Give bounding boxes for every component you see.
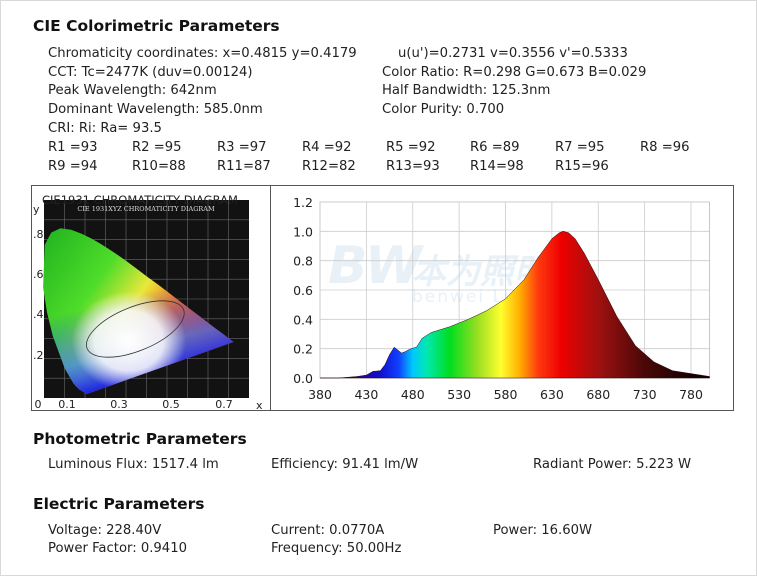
cie-x-tick-label: 0.3 (110, 398, 128, 411)
spectrum-x-tick-label: 580 (494, 387, 518, 402)
cie-planckian-ellipse (86, 300, 185, 358)
cri-r-value: R4 =92 (302, 140, 352, 155)
spectrum-x-tick-label: 730 (633, 387, 657, 402)
uv-coordinates: u(u')=0.2731 v=0.3556 v'=0.5333 (398, 46, 628, 61)
cct: CCT: Tc=2477K (duv=0.00124) (48, 65, 253, 80)
cie-title: CIE1931 CHROMATICITY DIAGRAM (42, 193, 238, 207)
current: Current: 0.0770A (271, 523, 385, 538)
watermark-logo: BW (328, 236, 423, 296)
chart-divider (270, 185, 271, 411)
cri-r-value: R14=98 (470, 159, 524, 174)
cri-r-value: R8 =96 (640, 140, 690, 155)
spectrum-curve (320, 231, 710, 379)
spectrum-x-tick-label: 430 (354, 387, 378, 402)
voltage: Voltage: 228.40V (48, 523, 162, 538)
half-bandwidth: Half Bandwidth: 125.3nm (382, 83, 551, 98)
power: Power: 16.60W (493, 523, 593, 538)
cri-r-value: R3 =97 (217, 140, 267, 155)
chart-box (31, 185, 734, 411)
cie-y-label: y (33, 203, 40, 216)
cri-ra: CRI: Ri: Ra= 93.5 (48, 121, 162, 136)
radiant-power: Radiant Power: 5.223 W (533, 457, 692, 472)
cri-r-value: R11=87 (217, 159, 271, 174)
spectrum-y-tick-label: 1.2 (293, 195, 313, 210)
cie-x-tick-label: 0.7 (215, 398, 233, 411)
power-factor: Power Factor: 0.9410 (48, 541, 187, 556)
cri-r-value: R7 =95 (555, 140, 605, 155)
peak-wavelength: Peak Wavelength: 642nm (48, 83, 217, 98)
cie-y-tick-label: .8 (33, 228, 44, 241)
color-purity: Color Purity: 0.700 (382, 102, 505, 117)
cri-r-value: R12=82 (302, 159, 356, 174)
cie-x-tick-label: 0.5 (162, 398, 180, 411)
spectrum-x-tick-label: 530 (447, 387, 471, 402)
cri-r-value: R15=96 (555, 159, 609, 174)
dominant-wavelength: Dominant Wavelength: 585.0nm (48, 102, 263, 117)
cie-y-tick-label: .6 (33, 268, 44, 281)
spectrum-x-tick-label: 630 (540, 387, 564, 402)
cri-r-value: R6 =89 (470, 140, 520, 155)
cie-inner-title: CIE 1931XYZ CHROMATICITY DIAGRAM (77, 205, 215, 213)
spectrum-x-tick-label: 680 (586, 387, 610, 402)
cri-r-value: R9 =94 (48, 159, 98, 174)
spectrum-y-tick-label: 1.0 (293, 224, 313, 239)
cie-y-tick-label: .2 (33, 349, 44, 362)
spectrum-x-tick-label: 380 (308, 387, 332, 402)
cri-r-value: R13=93 (386, 159, 440, 174)
spectrum-x-tick-label: 480 (401, 387, 425, 402)
cie-x-tick-label: 0 (35, 398, 42, 411)
cie-white-region (43, 228, 234, 394)
photometric-section-title: Photometric Parameters (33, 430, 247, 448)
cri-r-value: R1 =93 (48, 140, 98, 155)
efficiency: Efficiency: 91.41 lm/W (271, 457, 419, 472)
cri-r-value: R10=88 (132, 159, 186, 174)
color-ratio: Color Ratio: R=0.298 G=0.673 B=0.029 (382, 65, 647, 80)
spectrum-y-tick-label: 0.0 (293, 371, 313, 386)
spectrum-y-tick-label: 0.8 (293, 254, 313, 269)
frequency: Frequency: 50.00Hz (271, 541, 402, 556)
cie-y-tick-label: .4 (33, 308, 44, 321)
cie-section-title: CIE Colorimetric Parameters (33, 17, 280, 35)
cri-r-value: R2 =95 (132, 140, 182, 155)
spectrum-y-tick-label: 0.4 (293, 312, 313, 327)
cie-x-label: x (256, 399, 263, 412)
electric-section-title: Electric Parameters (33, 495, 205, 513)
luminous-flux: Luminous Flux: 1517.4 lm (48, 457, 219, 472)
chromaticity-coordinates: Chromaticity coordinates: x=0.4815 y=0.4… (48, 46, 357, 61)
cie-x-tick-label: 0.1 (58, 398, 76, 411)
spectrum-y-tick-label: 0.6 (293, 283, 313, 298)
spectrum-y-tick-label: 0.2 (293, 342, 313, 357)
cri-r-value: R5 =92 (386, 140, 436, 155)
spectrum-x-tick-label: 780 (679, 387, 703, 402)
